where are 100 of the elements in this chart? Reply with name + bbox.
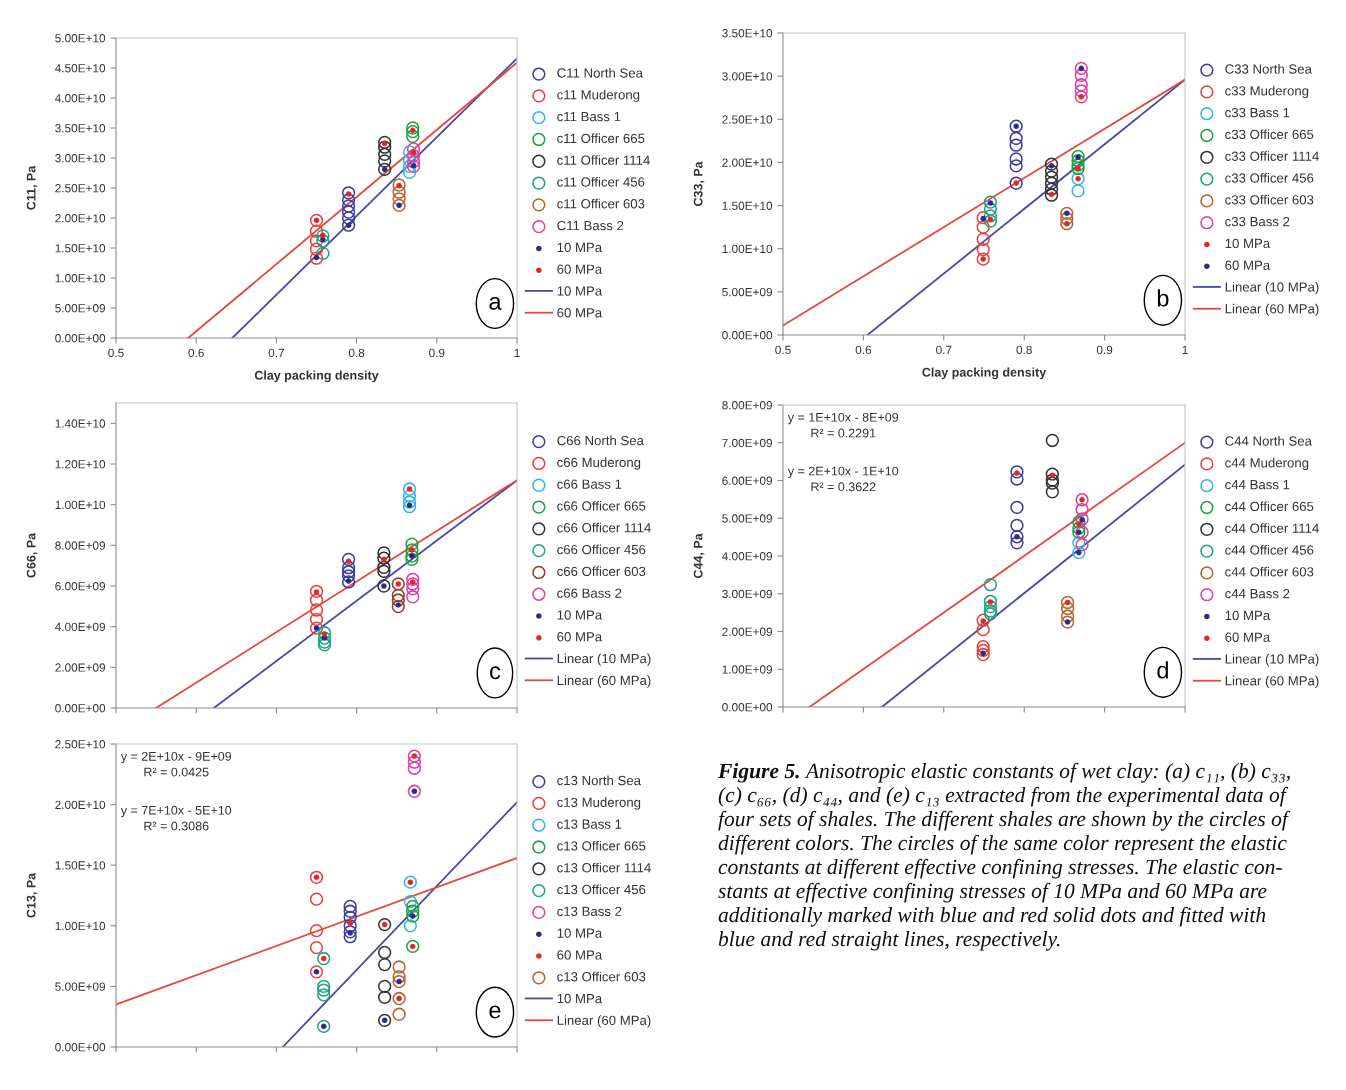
annotation: y = 2E+10x - 1E+10 R² = 0.3622 — [787, 466, 899, 492]
legend-label: c33 Officer 665 — [1225, 129, 1314, 140]
x-axis-title: Clay packing density — [922, 367, 1047, 380]
legend-label: c44 Muderong — [1225, 457, 1309, 471]
legend-label: 60 MPa — [557, 308, 603, 318]
x-tick-label: 0.7 — [268, 348, 285, 358]
legend-label: 60 MPa — [557, 264, 603, 274]
x-tick-label: 0.6 — [188, 348, 204, 358]
y-tick-label: 2.50E+10 — [55, 184, 106, 193]
legend-label: C11 Bass 2 — [557, 220, 624, 231]
legend-label: 10 MPa — [557, 242, 603, 253]
y-tick-label: 5.00E+09 — [722, 514, 773, 523]
y-tick-label: 1.00E+10 — [722, 244, 773, 254]
y-tick-label: 5.00E+09 — [55, 982, 106, 991]
legend-label: c44 Bass 1 — [1225, 480, 1290, 490]
y-tick-label: 0.00E+00 — [55, 334, 106, 343]
x-tick-label: 1 — [1182, 345, 1188, 354]
legend-label: 60 MPa — [1225, 632, 1271, 642]
legend-label: c13 Officer 456 — [557, 884, 646, 895]
y-axis-title: C66, Pa — [26, 532, 38, 578]
legend-label: Linear (10 MPa) — [557, 653, 651, 666]
y-tick-label: 5.00E+10 — [55, 34, 106, 43]
y-tick-label: 4.00E+10 — [54, 94, 106, 103]
legend-label: c11 Officer 456 — [557, 176, 645, 187]
y-tick-label: 5.00E+09 — [722, 287, 773, 297]
legend-label: C44 North Sea — [1225, 435, 1312, 446]
legend-label: c13 Officer 1114 — [557, 862, 651, 873]
legend-label: c13 North Sea — [557, 775, 642, 786]
x-tick-label: 0.7 — [936, 345, 952, 355]
legend-label: c11 Officer 603 — [557, 198, 645, 209]
legend-label: 10 MPa — [1225, 238, 1271, 249]
legend-label: c13 Bass 2 — [557, 906, 622, 916]
y-tick-label: 0.00E+00 — [722, 331, 773, 340]
y-tick-label: 2.00E+09 — [722, 627, 773, 636]
y-tick-label: 1.00E+10 — [55, 500, 106, 510]
annotation: a — [489, 296, 502, 310]
y-axis-title: C13, Pa — [26, 872, 38, 918]
legend-label: C66 North Sea — [557, 435, 644, 446]
y-tick-label: 1.50E+10 — [722, 201, 773, 210]
y-tick-label: 1.40E+10 — [55, 419, 106, 428]
y-tick-label: 2.00E+10 — [55, 214, 106, 223]
legend-label: c66 Officer 456 — [557, 544, 646, 555]
legend-label: c33 Officer 456 — [1225, 172, 1314, 183]
legend-label: c11 Officer 1114 — [557, 155, 650, 165]
y-tick-label: 4.00E+09 — [54, 622, 106, 632]
legend-label: Linear (60 MPa) — [1225, 303, 1319, 317]
annotation: y = 2E+10x - 9E+09 R² = 0.0425 — [120, 751, 232, 777]
legend-label: Linear (10 MPa) — [1225, 281, 1319, 295]
legend-label: 10 MPa — [557, 993, 603, 1004]
x-tick-label: 0.5 — [108, 348, 124, 358]
y-tick-label: 2.00E+10 — [722, 158, 773, 167]
y-axis-title: C33, Pa — [693, 161, 705, 207]
legend-label: 10 MPa — [557, 286, 603, 296]
legend-label: 10 MPa — [557, 928, 603, 938]
legend-label: Linear (10 MPa) — [1225, 653, 1319, 667]
legend-label: Linear (60 MPa) — [1225, 675, 1319, 689]
legend-label: c44 Officer 1114 — [1225, 523, 1319, 533]
legend-label: c66 Bass 1 — [557, 479, 622, 489]
legend-label: c44 Officer 603 — [1225, 566, 1314, 577]
x-tick-label: 0.5 — [775, 345, 791, 355]
legend-label: c44 Officer 665 — [1225, 501, 1314, 512]
legend-label: c33 Bass 2 — [1225, 216, 1290, 227]
legend-label: c13 Bass 1 — [557, 819, 622, 829]
annotation: d — [1157, 661, 1168, 679]
legend-label: c11 Muderong — [557, 89, 640, 103]
legend-label: Linear (60 MPa) — [557, 675, 651, 688]
legend-label: 60 MPa — [557, 950, 603, 960]
y-tick-label: 3.50E+10 — [55, 124, 106, 133]
annotation: b — [1157, 289, 1169, 307]
legend-label: c44 Bass 2 — [1225, 588, 1290, 599]
y-tick-label: 2.50E+10 — [722, 115, 773, 124]
y-tick-label: 6.00E+09 — [55, 582, 106, 591]
y-tick-label: 0.00E+00 — [55, 704, 106, 713]
annotation: y = 1E+10x - 8E+09 R² = 0.2291 — [787, 412, 899, 438]
legend-label: c13 Officer 665 — [557, 840, 646, 851]
x-tick-label: 0.8 — [348, 348, 365, 358]
legend-label: C33 North Sea — [1225, 63, 1312, 74]
y-tick-label: 1.20E+10 — [55, 460, 106, 469]
y-tick-label: 1.00E+10 — [55, 274, 106, 283]
text: Figure 5. Anisotropic elastic constants of wet clay: (a) c₁₁, (b) c₃₃, (c) c₆₆, (d) c₄₄, and (e) c₁₃ extracted from the experimental data of four sets of shales. The different shales are shown by the circles of different colors. The circles of the same color represent the elastic constants at different effective confining stresses. The elastic con- stants at effective confining stresses of 10 MPa and 60 MPa are additionally marked with blue and red solid dots and fitted with blue and red straight lines, respectively. — [717, 762, 1291, 951]
legend-label: c13 Officer 603 — [557, 971, 646, 982]
legend-label: 60 MPa — [557, 632, 603, 642]
annotation: e — [489, 1005, 501, 1019]
legend-label: Linear (60 MPa) — [557, 1015, 651, 1028]
x-tick-label: 0.6 — [855, 345, 872, 355]
y-axis-title: C11, Pa — [26, 165, 38, 210]
y-tick-label: 5.00E+09 — [55, 304, 106, 313]
x-tick-label: 1 — [514, 348, 520, 357]
x-tick-label: 0.8 — [1016, 345, 1032, 355]
y-axis-title: C44, Pa — [693, 533, 705, 579]
y-tick-label: 0.00E+00 — [722, 703, 773, 712]
legend-label: c11 Bass 1 — [557, 112, 621, 122]
legend-label: 60 MPa — [1225, 260, 1271, 270]
y-tick-label: 2.00E+09 — [55, 663, 106, 672]
annotation: c — [490, 666, 501, 680]
y-tick-label: 1.50E+10 — [55, 861, 106, 870]
legend-label: 10 MPa — [1225, 610, 1271, 621]
y-tick-label: 2.50E+10 — [55, 740, 106, 749]
x-axis-title: Clay packing density — [254, 370, 379, 383]
y-tick-label: 8.00E+09 — [55, 541, 106, 550]
